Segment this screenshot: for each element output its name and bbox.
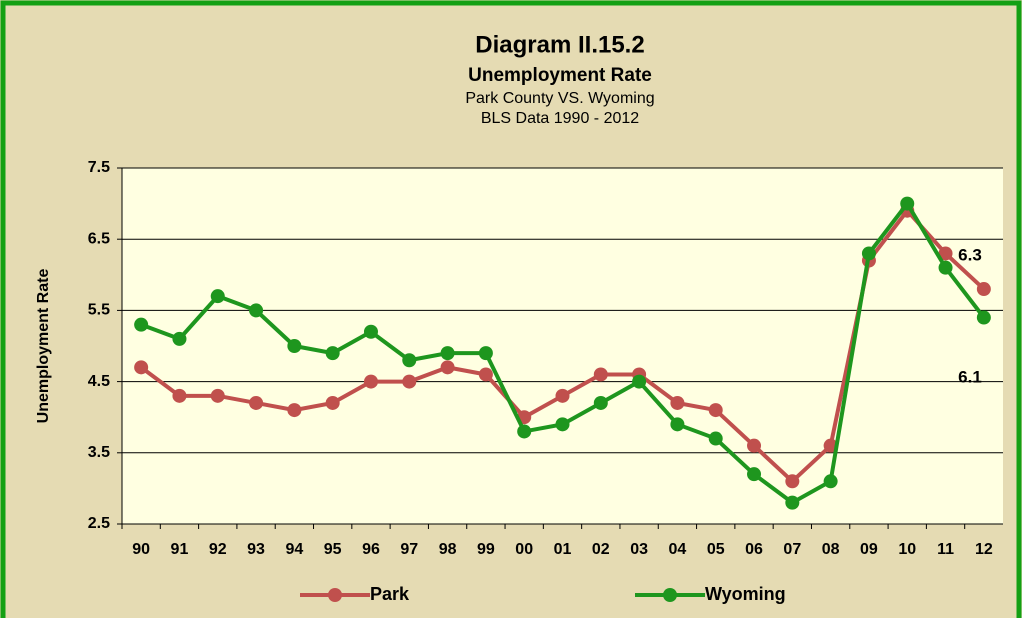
- point: [670, 395, 685, 410]
- x-tick-label: 97: [400, 541, 418, 558]
- point: [593, 395, 608, 410]
- point: [823, 474, 838, 489]
- point: [325, 346, 340, 361]
- annotation: 6.3: [958, 245, 982, 264]
- point: [363, 374, 378, 389]
- point: [708, 403, 723, 418]
- chart-subtitle: BLS Data 1990 - 2012: [481, 110, 639, 127]
- x-tick-label: 90: [132, 541, 150, 558]
- point: [555, 388, 570, 403]
- x-tick-label: 04: [669, 541, 687, 558]
- point: [938, 260, 953, 275]
- x-tick-label: 11: [937, 541, 954, 558]
- point: [785, 474, 800, 489]
- point: [938, 246, 953, 261]
- x-tick-label: 06: [745, 541, 763, 558]
- x-tick-label: 94: [285, 541, 303, 558]
- point: [555, 417, 570, 432]
- point: [325, 395, 340, 410]
- point: [172, 388, 187, 403]
- x-tick-label: 92: [209, 541, 227, 558]
- x-tick-label: 12: [975, 541, 993, 558]
- point: [593, 367, 608, 382]
- point: [210, 289, 225, 304]
- legend-label: Park: [370, 584, 410, 604]
- point: [976, 282, 991, 297]
- point: [134, 360, 149, 375]
- point: [747, 438, 762, 453]
- y-tick-label: 4.5: [88, 373, 110, 390]
- point: [249, 395, 264, 410]
- x-tick-label: 93: [247, 541, 265, 558]
- x-tick-label: 02: [592, 541, 610, 558]
- point: [708, 431, 723, 446]
- legend-label: Wyoming: [705, 584, 786, 604]
- x-tick-label: 05: [707, 541, 725, 558]
- x-tick-label: 08: [822, 541, 840, 558]
- x-tick-label: 96: [362, 541, 380, 558]
- chart-subtitle: Unemployment Rate: [468, 65, 652, 86]
- annotation: 6.1: [958, 367, 982, 386]
- point: [402, 353, 417, 368]
- point: [363, 324, 378, 339]
- chart-subtitle: Park County VS. Wyoming: [465, 90, 654, 107]
- y-tick-label: 7.5: [88, 159, 110, 176]
- x-tick-label: 10: [898, 541, 916, 558]
- point: [517, 424, 532, 439]
- point: [210, 388, 225, 403]
- point: [287, 403, 302, 418]
- point: [976, 310, 991, 325]
- x-tick-label: 99: [477, 541, 495, 558]
- point: [478, 346, 493, 361]
- point: [134, 317, 149, 332]
- point: [478, 367, 493, 382]
- point: [440, 346, 455, 361]
- x-tick-label: 03: [630, 541, 648, 558]
- point: [440, 360, 455, 375]
- y-axis-label: Unemployment Rate: [35, 269, 52, 424]
- point: [900, 196, 915, 211]
- point: [402, 374, 417, 389]
- x-tick-label: 91: [171, 541, 189, 558]
- point: [172, 331, 187, 346]
- x-tick-label: 98: [439, 541, 457, 558]
- x-tick-label: 07: [783, 541, 801, 558]
- legend-swatch: [328, 588, 342, 602]
- point: [785, 495, 800, 510]
- x-tick-label: 00: [515, 541, 533, 558]
- x-tick-label: 01: [554, 541, 572, 558]
- point: [747, 467, 762, 482]
- point: [861, 246, 876, 261]
- point: [632, 374, 647, 389]
- y-tick-label: 6.5: [88, 230, 110, 247]
- point: [287, 339, 302, 353]
- plot-area: [122, 168, 1003, 524]
- y-tick-label: 5.5: [88, 302, 110, 319]
- chart-title: Diagram II.15.2: [475, 31, 644, 58]
- y-tick-label: 3.5: [88, 444, 110, 461]
- y-tick-label: 2.5: [88, 515, 110, 532]
- point: [249, 303, 264, 318]
- legend-swatch: [663, 588, 677, 602]
- x-tick-label: 95: [324, 541, 342, 558]
- point: [670, 417, 685, 432]
- x-tick-label: 09: [860, 541, 878, 558]
